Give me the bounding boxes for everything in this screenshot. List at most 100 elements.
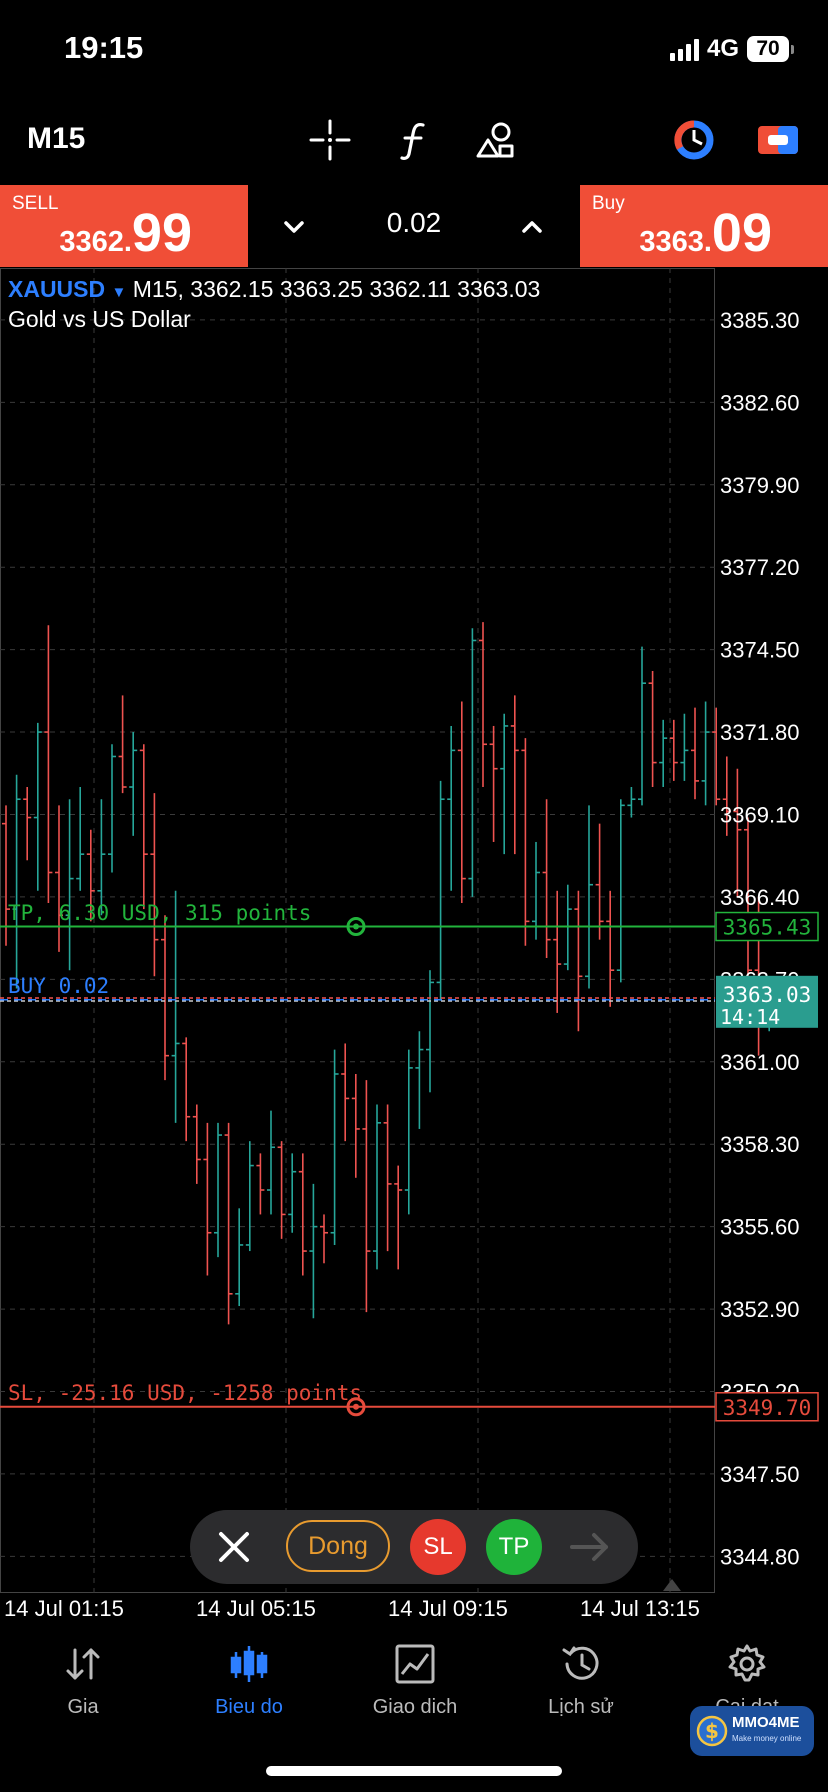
current-price-box: [716, 975, 818, 1028]
candle: [351, 1073, 360, 1178]
time-axis-label: 14 Jul 13:15: [580, 1596, 700, 1621]
candle: [108, 744, 116, 873]
candle: [542, 799, 551, 958]
candle: [245, 1141, 254, 1252]
sl-handle-dot: [353, 1403, 359, 1410]
candle: [532, 841, 540, 940]
network-label: 4G: [706, 35, 739, 62]
candle: [489, 725, 498, 842]
buy-label: Buy: [592, 193, 625, 214]
sell-price-prefix: 3362.: [59, 226, 132, 258]
crosshair-icon[interactable]: [308, 118, 352, 162]
candle: [288, 1153, 297, 1233]
timeframe-button[interactable]: M15: [27, 122, 86, 155]
candle: [616, 799, 625, 983]
dollar-icon: $: [696, 1715, 728, 1747]
candle: [585, 805, 593, 989]
candle: [277, 1141, 286, 1239]
price-axis-label: 3385.30: [720, 308, 800, 333]
current-price-tag: 3363.03: [723, 983, 812, 1007]
nav-quotes[interactable]: Gia: [0, 1630, 166, 1740]
volume-increase-button[interactable]: [514, 209, 550, 245]
volume-value[interactable]: 0.02: [386, 207, 442, 238]
candle: [436, 780, 445, 1001]
arrow-right-icon[interactable]: [568, 1528, 612, 1566]
plot-frame: [0, 268, 715, 1593]
volume-selector: 0.02: [248, 185, 580, 267]
candle: [214, 1122, 222, 1258]
sell-label: SELL: [12, 193, 59, 214]
chart-toolbar: M15: [0, 100, 828, 182]
buy-order-label: BUY 0.02: [8, 973, 110, 998]
tp-price-tag: 3365.43: [723, 916, 812, 940]
time-axis-label: 14 Jul 01:15: [4, 1596, 124, 1621]
price-axis-label: 3377.20: [720, 555, 800, 580]
symbol-name[interactable]: XAUUSD: [8, 276, 106, 302]
candle: [256, 1153, 265, 1215]
objects-icon[interactable]: [474, 118, 518, 162]
candle: [659, 719, 668, 788]
candle: [744, 817, 752, 1001]
buy-price-suffix: 09: [711, 203, 772, 263]
candle: [224, 1122, 233, 1325]
scroll-end-marker-icon[interactable]: [663, 1579, 681, 1591]
battery-icon: 70: [747, 36, 794, 62]
chart-candles-icon: [230, 1646, 268, 1682]
stop-loss-button[interactable]: SL: [410, 1519, 466, 1575]
candle: [627, 787, 636, 818]
candle: [129, 732, 138, 836]
home-indicator[interactable]: [266, 1766, 562, 1776]
price-axis-label: 3371.80: [720, 720, 800, 745]
candle: [150, 793, 159, 977]
candle: [341, 1043, 350, 1142]
tp-label: TP, 6.30 USD, 315 points: [8, 900, 312, 925]
account-icon[interactable]: [756, 118, 800, 162]
candle: [171, 890, 180, 1123]
tp-price-tag-box: [715, 911, 819, 942]
candle: [383, 1104, 392, 1252]
candle: [638, 646, 646, 806]
candle: [648, 670, 657, 788]
nav-chart-label: Bieu do: [215, 1696, 283, 1718]
candle: [309, 1183, 318, 1319]
price-chart[interactable]: 3385.30 3382.60 3379.90 3377.20 3374.50 3371.…: [0, 268, 828, 1593]
candle: [118, 695, 127, 794]
buy-button[interactable]: Buy 3363. 09: [580, 185, 828, 267]
candle: [733, 768, 742, 897]
trade-chart-icon: [395, 1644, 435, 1684]
nav-history-label: Lịch sử: [548, 1696, 614, 1718]
take-profit-button[interactable]: TP: [486, 1519, 542, 1575]
candle: [722, 756, 731, 836]
chart-symbol-info: XAUUSD ▼ M15, 3362.15 3363.25 3362.11 33…: [8, 276, 540, 303]
order-action-bar: Dong SL TP: [190, 1510, 638, 1584]
nav-trade[interactable]: Giao dich: [332, 1630, 498, 1740]
candle: [33, 722, 42, 891]
sl-label: SL, -25.16 USD, -1258 points: [8, 1380, 363, 1405]
candle: [65, 799, 74, 971]
ohlc-values: M15, 3362.15 3363.25 3362.11 3363.03: [132, 276, 541, 302]
candle: [97, 799, 106, 916]
function-icon[interactable]: [392, 118, 436, 162]
nav-history[interactable]: Lịch sử: [498, 1630, 664, 1740]
candle: [553, 890, 562, 1013]
volume-decrease-button[interactable]: [276, 209, 312, 245]
candle: [298, 1153, 307, 1276]
candle: [468, 628, 477, 897]
candle: [394, 1165, 403, 1270]
nav-chart[interactable]: Bieu do: [166, 1630, 332, 1740]
symbol-dropdown-icon[interactable]: ▼: [111, 284, 127, 301]
sell-price-suffix: 99: [131, 203, 192, 263]
candle: [320, 1214, 328, 1264]
candle: [500, 713, 509, 855]
close-icon[interactable]: [212, 1525, 256, 1569]
candle: [267, 1110, 275, 1215]
candle: [680, 713, 689, 781]
indicator-icon[interactable]: [672, 118, 716, 162]
price-axis-label: 3347.50: [720, 1462, 800, 1487]
tp-drag-handle-icon[interactable]: [346, 917, 366, 937]
candle: [192, 1104, 201, 1184]
sl-drag-handle-icon[interactable]: [346, 1397, 366, 1417]
close-position-button[interactable]: Dong: [286, 1520, 390, 1572]
sell-button[interactable]: SELL 3362. 99: [0, 185, 248, 267]
candle: [701, 701, 710, 806]
